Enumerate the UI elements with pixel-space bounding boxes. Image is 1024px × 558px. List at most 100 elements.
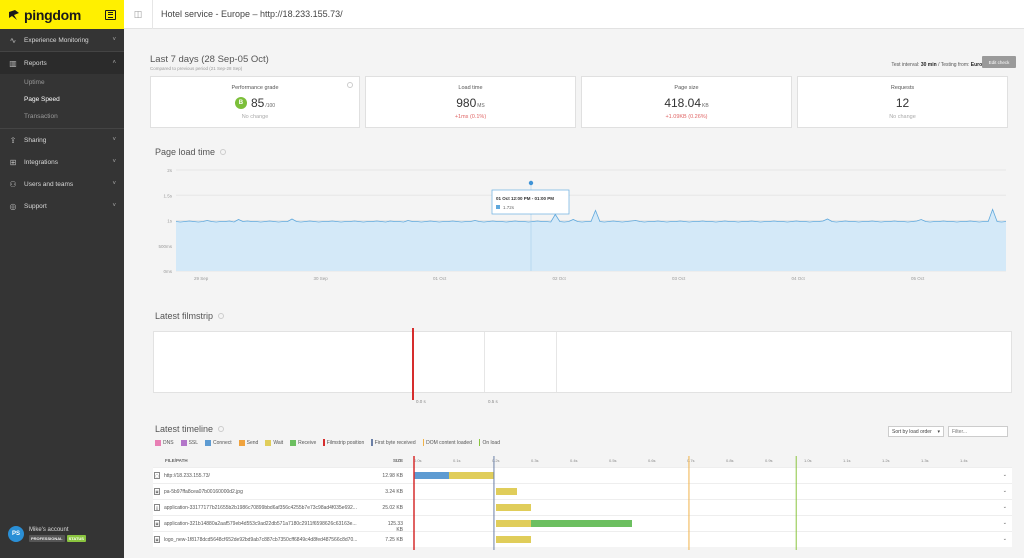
help-icon[interactable]: [218, 426, 225, 432]
card-change: +1ms (0.1%): [454, 114, 487, 120]
chevron-down-icon[interactable]: ⌄: [1002, 488, 1007, 494]
scale-tick-label: 0.6s: [648, 458, 656, 463]
table-row[interactable]: ▣ pa-5b97ffa8cea07b00160000d2.jpg 3.24 KB ⌄: [153, 483, 1012, 499]
table-row[interactable]: {} application-33177177b21655b2b1986c7089…: [153, 499, 1012, 515]
requests-card: Requests 12 No change: [797, 76, 1008, 128]
card-value: 980 MS: [366, 96, 575, 110]
load-time-unit: MS: [477, 103, 485, 109]
table-row[interactable]: ▣ logo_new-1f8178dcd5648cf652de92bd9ab7c8…: [153, 531, 1012, 547]
y-tick-label: 1s: [167, 219, 173, 224]
card-value: 418.04 KB: [582, 96, 791, 110]
table-row[interactable]: ▢ http://18.233.155.73/12.98 KB ⌄: [153, 467, 1012, 483]
card-title: Performance grade: [231, 85, 279, 91]
sidebar-item-users-and-teams[interactable]: ⚇ Users and teams ˅: [0, 173, 124, 195]
from-label: / Testing from:: [938, 62, 970, 68]
sidebar-item-label: Reports: [24, 59, 47, 67]
scale-tick-label: 0.8s: [726, 458, 734, 463]
sidebar-item-experience-monitoring[interactable]: ∿ Experience Monitoring ˅: [0, 29, 124, 51]
interval-value: 30 min: [920, 62, 937, 68]
collapse-sidebar-icon[interactable]: ◫: [124, 0, 153, 29]
divider: [0, 51, 124, 52]
edit-check-button[interactable]: Edit check: [982, 56, 1016, 68]
legend-item: Connect: [205, 439, 232, 446]
avatar[interactable]: PS: [8, 526, 24, 542]
frame-divider: [556, 332, 557, 392]
page-load-time-chart[interactable]: 2s 1.5s 1s 500ms 0ms 29 Sep 30 Sep 01 Oct 02 Oct…: [150, 164, 1010, 284]
card-value: B 85 /100: [151, 96, 359, 110]
chevron-down-icon[interactable]: ⌄: [1002, 520, 1007, 526]
card-title: Load time: [458, 85, 483, 91]
section-title-text: Page load time: [155, 147, 216, 157]
requests-value: 12: [895, 96, 910, 110]
help-icon[interactable]: [220, 149, 227, 155]
sidebar-subitem-page-speed[interactable]: Page Speed: [24, 96, 60, 103]
timing-bar[interactable]: [449, 472, 494, 479]
integrations-icon: ⊞: [9, 157, 17, 167]
chevron-down-icon[interactable]: ⌄: [1002, 472, 1007, 478]
account-menu[interactable]: PS Mike's account PROFESSIONAL STATUS: [8, 526, 86, 542]
timing-bar[interactable]: [495, 504, 531, 511]
x-tick-label: 01 Oct: [433, 276, 447, 281]
legend-label: Wait: [273, 439, 284, 446]
filter-input[interactable]: [948, 426, 1008, 437]
y-tick-label: 2s: [167, 168, 173, 173]
legend-label: Connect: [213, 439, 232, 446]
file-path: application-33177177b21655b2b1986c70899b…: [164, 505, 357, 511]
page-size-card: Page size 418.04 KB +1.09KB (0.26%): [581, 76, 792, 128]
section-title-text: Latest timeline: [155, 424, 214, 434]
tooltip-value: 1.72s: [503, 205, 515, 210]
image-icon: ▣: [154, 520, 160, 527]
pulse-icon: ∿: [9, 35, 17, 45]
logo-text: pingdom: [24, 6, 81, 23]
image-icon: ▣: [154, 536, 160, 543]
page-size-unit: KB: [702, 103, 709, 109]
tooltip-title: 01 Oct 12:00 PM - 01:00 PM: [496, 196, 554, 201]
chevron-down-icon: ˅: [112, 181, 116, 187]
tooltip-swatch: [496, 205, 500, 209]
timing-bar[interactable]: [414, 472, 450, 479]
sidebar-item-integrations[interactable]: ⊞ Integrations ˅: [0, 151, 124, 173]
menu-icon[interactable]: [105, 9, 116, 20]
scale-tick-label: 0.3s: [531, 458, 539, 463]
file-path: http://18.233.155.73/: [164, 473, 210, 479]
legend-swatch: [323, 439, 325, 446]
page-load-time-title: Page load time: [155, 147, 227, 157]
timeline-legend: DNS SSL Connect Send Wait Receive Filmstrip po…: [155, 439, 500, 446]
table-row[interactable]: ▣ application-321b14880a2aaf579eb4d553c9a…: [153, 515, 1012, 533]
sidebar-subitem-transaction[interactable]: Transaction: [24, 113, 58, 120]
info-icon[interactable]: [347, 82, 353, 88]
sidebar-subitem-uptime[interactable]: Uptime: [24, 79, 45, 86]
status-badge: STATUS: [66, 534, 86, 542]
timing-bar[interactable]: [531, 520, 633, 527]
card-value: 12: [798, 96, 1007, 110]
chevron-down-icon: ˅: [112, 203, 116, 209]
y-tick-label: 1.5s: [163, 193, 172, 198]
filmstrip[interactable]: 0.0 s 0.5 s: [153, 328, 1012, 404]
help-icon[interactable]: [218, 313, 225, 319]
image-icon: ▣: [154, 488, 160, 495]
chevron-down-icon[interactable]: ⌄: [1002, 536, 1007, 542]
card-title: Requests: [890, 85, 915, 91]
timing-bar[interactable]: [495, 520, 531, 527]
users-icon: ⚇: [9, 179, 17, 189]
sidebar-item-reports[interactable]: ▥ Reports ˄: [0, 52, 124, 74]
sidebar-item-label: Support: [24, 202, 47, 210]
sidebar-item-sharing[interactable]: ⇪ Sharing ˅: [0, 129, 124, 151]
chevron-down-icon[interactable]: ⌄: [1002, 504, 1007, 510]
pingdom-logo[interactable]: pingdom: [8, 7, 81, 23]
scale-tick-label: 0.1s: [453, 458, 461, 463]
card-title: Page size: [674, 85, 699, 91]
load-time-line: [175, 208, 1007, 223]
legend-item: SSL: [180, 439, 198, 446]
sidebar-item-support[interactable]: ◎ Support ˅: [0, 195, 124, 217]
account-name: Mike's account: [29, 526, 69, 533]
timing-bar[interactable]: [495, 488, 518, 495]
bar-chart-icon: ▥: [9, 58, 17, 68]
summary-cards: Performance grade B 85 /100 No change Lo…: [150, 76, 1008, 128]
main-content: Last 7 days (28 Sep-05 Oct) Compared to …: [124, 30, 1024, 558]
x-tick-label: 05 Oct: [911, 276, 925, 281]
timing-bar[interactable]: [495, 536, 531, 543]
sort-select[interactable]: Sort by load order ▾: [888, 426, 944, 437]
file-size: 12.98 KB: [382, 473, 403, 479]
legend-label: On load: [482, 439, 500, 446]
